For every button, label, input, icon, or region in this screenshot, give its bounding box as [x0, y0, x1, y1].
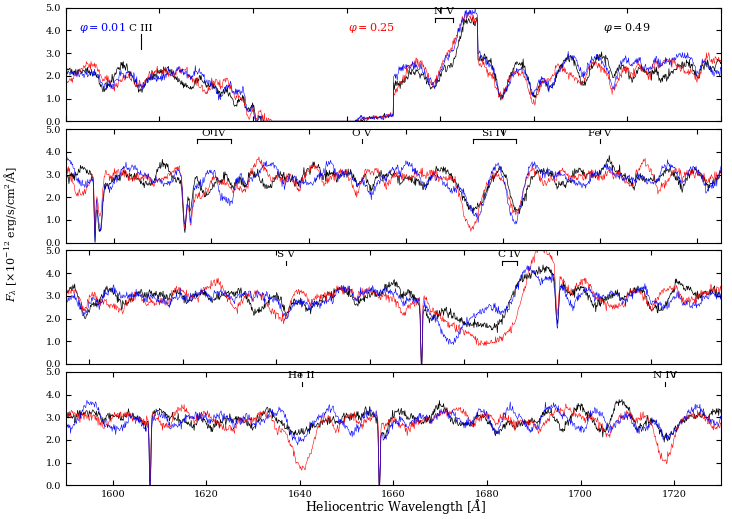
Text: N V: N V: [434, 7, 454, 17]
Text: Fe V: Fe V: [588, 129, 611, 138]
Text: $F_\lambda\ [\times 10^{-12}\ \mathrm{erg/s/cm^2/\AA}]$: $F_\lambda\ [\times 10^{-12}\ \mathrm{er…: [2, 166, 20, 302]
Text: $\varphi = 0.01$: $\varphi = 0.01$: [79, 21, 126, 35]
Text: O V: O V: [352, 129, 372, 138]
Text: Si IV: Si IV: [482, 129, 507, 138]
Text: S V: S V: [277, 250, 295, 259]
Text: N IV: N IV: [653, 372, 677, 380]
Text: He II: He II: [288, 372, 315, 380]
Text: $\varphi = 0.49$: $\varphi = 0.49$: [603, 21, 651, 35]
Text: C IV: C IV: [498, 250, 521, 259]
Text: $\varphi = 0.25$: $\varphi = 0.25$: [348, 21, 395, 35]
Text: C III: C III: [129, 24, 152, 33]
Text: O IV: O IV: [202, 129, 225, 138]
Text: Heliocentric Wavelength [$\AA$]: Heliocentric Wavelength [$\AA$]: [305, 497, 486, 516]
